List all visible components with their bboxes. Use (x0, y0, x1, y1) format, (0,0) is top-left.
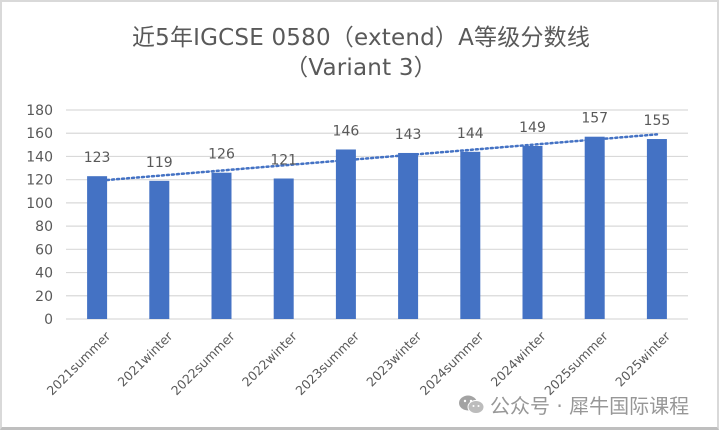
data-label: 146 (333, 123, 360, 139)
bar (584, 136, 605, 319)
x-tick-label: 2025summer (541, 328, 611, 398)
wechat-icon (458, 394, 486, 416)
bar (149, 180, 170, 319)
bar (273, 178, 294, 319)
x-tick-label: 2023winter (363, 328, 425, 390)
data-label: 123 (84, 150, 111, 166)
y-tick-label: 20 (35, 289, 53, 305)
watermark: 公众号 · 犀牛国际课程 (458, 390, 689, 419)
chart-subtitle: （Variant 3） (285, 55, 437, 81)
y-tick-label: 80 (35, 219, 53, 235)
x-tick-label: 2024summer (417, 328, 487, 398)
x-tick-label: 2024winter (488, 328, 550, 390)
data-label: 144 (457, 126, 484, 142)
bar (398, 152, 419, 319)
data-label: 119 (146, 155, 173, 171)
y-tick-label: 60 (35, 242, 53, 258)
x-tick-label: 2022winter (239, 328, 301, 390)
y-tick-label: 160 (26, 126, 53, 142)
trendline (95, 133, 659, 183)
bars (87, 136, 667, 319)
bar (87, 176, 108, 319)
watermark-text: 公众号 · 犀牛国际课程 (490, 394, 690, 418)
y-tick-label: 0 (44, 312, 53, 328)
x-tick-label: 2021winter (114, 328, 176, 390)
trendline-line (95, 133, 659, 183)
y-tick-label: 140 (26, 149, 53, 165)
x-tick-label: 2025winter (612, 328, 674, 390)
bar (211, 172, 232, 319)
data-label: 155 (644, 113, 671, 129)
y-tick-label: 40 (35, 266, 53, 282)
data-label: 143 (395, 127, 422, 143)
bar (460, 151, 481, 319)
data-label: 149 (519, 120, 546, 136)
y-tick-label: 120 (26, 173, 53, 189)
y-axis-ticks: 0 20 40 60 80 100 120 140 160 180 (26, 103, 53, 328)
data-labels: 123 119 126 121 146 143 144 149 157 155 (84, 111, 671, 171)
x-tick-label: 2023summer (292, 328, 362, 398)
data-label: 121 (270, 153, 297, 169)
y-tick-label: 180 (26, 103, 53, 119)
gridlines (66, 109, 688, 320)
bar (522, 145, 543, 319)
x-tick-label: 2021summer (44, 328, 114, 398)
data-label: 157 (581, 111, 608, 127)
bar (335, 149, 356, 319)
x-tick-label: 2022summer (168, 328, 238, 398)
y-tick-label: 100 (26, 196, 53, 212)
chart-title: 近5年IGCSE 0580（extend）A等级分数线 (131, 25, 591, 51)
bar (646, 139, 667, 319)
data-label: 126 (208, 147, 235, 163)
